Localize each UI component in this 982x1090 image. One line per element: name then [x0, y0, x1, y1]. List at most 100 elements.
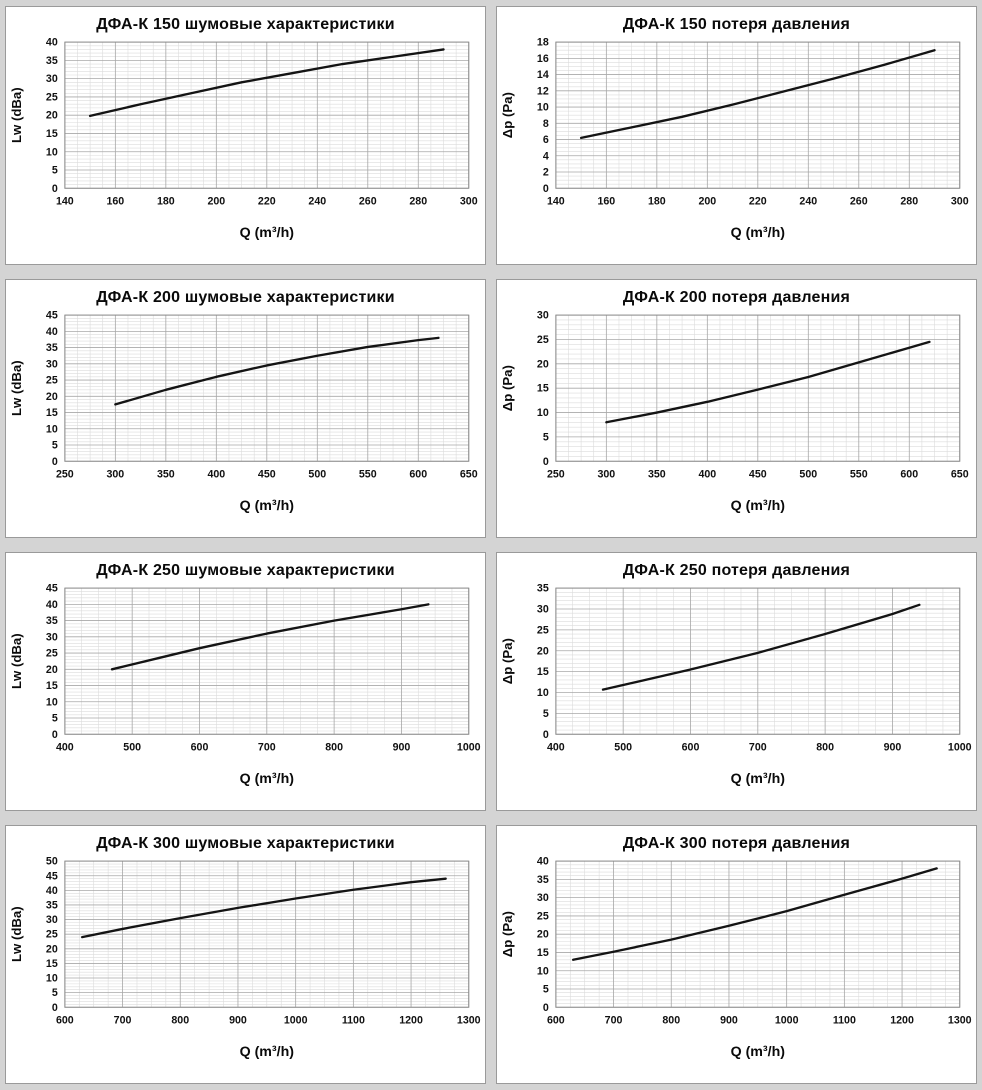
x-tick-label: 350 [157, 468, 175, 480]
y-tick-label: 0 [52, 729, 58, 741]
y-tick-label: 40 [46, 326, 58, 338]
y-axis-label: Lw (dBa) [9, 633, 24, 689]
chart-title: ДФА-К 300 шумовые характеристики [96, 835, 395, 852]
y-tick-label: 0 [543, 1002, 549, 1014]
y-tick-label: 4 [543, 150, 549, 162]
y-tick-label: 35 [46, 55, 58, 67]
y-tick-label: 25 [46, 91, 58, 103]
y-tick-label: 35 [46, 342, 58, 354]
y-tick-label: 6 [543, 134, 549, 146]
y-tick-label: 35 [46, 615, 58, 627]
chart-svg-5: 400 500 600 700 800 900 1000 0 5 10 15 20 25 30 35 40 45… [9, 583, 480, 787]
y-tick-label: 40 [46, 37, 58, 49]
x-tick-label: 300 [951, 195, 969, 207]
x-tick-label: 250 [56, 468, 74, 480]
x-tick-label: 500 [799, 468, 817, 480]
x-tick-label: 450 [258, 468, 276, 480]
x-tick-label: 1100 [833, 1014, 856, 1026]
y-tick-label: 15 [537, 666, 549, 678]
chart-panel-1: ДФА-К 150 шумовые характеристики 140 160 1… [5, 6, 486, 265]
y-tick-label: 2 [543, 167, 549, 179]
chart-canvas: 140 160 180 200 220 240 260 280 300 0 5 10 15 20 25 30 3… [6, 34, 485, 264]
y-tick-label: 50 [46, 856, 58, 868]
y-tick-label: 10 [46, 696, 58, 708]
y-tick-label: 10 [46, 423, 58, 435]
chart-canvas: 600 700 800 900 1000 1100 1200 1300 0 5 10 15 20 25 30… [497, 853, 976, 1083]
x-tick-label: 140 [56, 195, 74, 207]
grid-major [555, 314, 961, 462]
y-tick-label: 8 [543, 118, 549, 130]
chart-panel-6: ДФА-К 250 потеря давления 400 500 600 700 80… [496, 552, 977, 811]
x-tick-label: 200 [207, 195, 225, 207]
x-tick-label: 900 [229, 1014, 247, 1026]
chart-panel-4: ДФА-К 200 потеря давления 250 300 350 400 45… [496, 279, 977, 538]
y-tick-label: 15 [46, 128, 58, 140]
x-tick-label: 1000 [775, 1014, 799, 1026]
chart-panel-2: ДФА-К 150 потеря давления 140 160 180 200 22… [496, 6, 977, 265]
x-tick-label: 1000 [284, 1014, 308, 1026]
y-tick-label: 30 [537, 892, 549, 904]
chart-title: ДФА-К 200 потеря давления [622, 289, 851, 306]
y-tick-label: 10 [537, 687, 549, 699]
y-tick-label: 30 [537, 604, 549, 616]
x-tick-label: 900 [393, 741, 411, 753]
x-tick-label: 350 [648, 468, 666, 480]
x-tick-label: 1000 [948, 741, 972, 753]
y-axis-label: Δp (Pa) [500, 638, 515, 684]
y-tick-label: 5 [52, 713, 58, 725]
x-tick-label: 260 [850, 195, 868, 207]
y-tick-label: 0 [543, 729, 549, 741]
x-tick-label: 800 [325, 741, 343, 753]
y-tick-label: 5 [543, 708, 549, 720]
x-tick-label: 220 [749, 195, 767, 207]
y-tick-label: 20 [537, 645, 549, 657]
y-tick-label: 14 [537, 69, 549, 81]
y-tick-label: 25 [537, 624, 549, 636]
y-tick-label: 40 [46, 885, 58, 897]
x-tick-label: 160 [106, 195, 124, 207]
x-tick-label: 700 [749, 741, 767, 753]
y-tick-label: 15 [46, 958, 58, 970]
chart-svg-2: 140 160 180 200 220 240 260 280 300 0 2 4 6 8 10 12 14 16… [500, 37, 969, 241]
x-tick-label: 1200 [890, 1014, 914, 1026]
x-tick-label: 160 [597, 195, 615, 207]
x-tick-label: 500 [614, 741, 632, 753]
x-tick-label: 800 [816, 741, 834, 753]
x-tick-label: 180 [648, 195, 666, 207]
chart-canvas: 600 700 800 900 1000 1100 1200 1300 0 5 10 15 20 25 30… [6, 853, 485, 1083]
x-tick-label: 140 [547, 195, 565, 207]
y-tick-label: 10 [537, 965, 549, 977]
x-tick-label: 900 [884, 741, 902, 753]
x-axis-label: Q (m³/h) [731, 498, 786, 514]
x-tick-label: 300 [597, 468, 615, 480]
data-series-line [579, 49, 936, 140]
data-series-line [88, 48, 445, 118]
plot-border [555, 860, 961, 1008]
x-axis-label: Q (m³/h) [240, 771, 295, 787]
y-tick-label: 0 [543, 183, 549, 195]
y-tick-label: 0 [52, 183, 58, 195]
x-tick-label: 650 [460, 468, 478, 480]
y-axis-label: Δp (Pa) [500, 92, 515, 138]
y-tick-label: 0 [543, 456, 549, 468]
chart-svg-3: 250 300 350 400 450 500 550 600 650 0 5 10 15 20 25 30 3… [9, 310, 478, 514]
y-tick-label: 20 [46, 110, 58, 122]
plot-border [64, 314, 470, 462]
y-tick-label: 30 [46, 914, 58, 926]
x-tick-label: 240 [308, 195, 326, 207]
chart-canvas: 400 500 600 700 800 900 1000 0 5 10 15 20 25 30 35 40 45… [6, 580, 485, 810]
y-tick-label: 25 [46, 648, 58, 660]
x-tick-label: 700 [605, 1014, 623, 1026]
chart-svg-8: 600 700 800 900 1000 1100 1200 1300 0 5 10 15 20 25 30… [500, 856, 971, 1060]
y-tick-label: 20 [537, 929, 549, 941]
y-tick-label: 25 [537, 910, 549, 922]
x-tick-label: 250 [547, 468, 565, 480]
y-axis-label: Δp (Pa) [500, 911, 515, 957]
y-tick-label: 15 [537, 383, 549, 395]
chart-title: ДФА-К 150 шумовые характеристики [96, 16, 395, 33]
chart-panel-7: ДФА-К 300 шумовые характеристики 600 700 8… [5, 825, 486, 1084]
chart-canvas: 140 160 180 200 220 240 260 280 300 0 2 4 6 8 10 12 14 16… [497, 34, 976, 264]
x-tick-label: 700 [258, 741, 276, 753]
grid-major [64, 587, 470, 735]
chart-title: ДФА-К 300 потеря давления [622, 835, 851, 852]
